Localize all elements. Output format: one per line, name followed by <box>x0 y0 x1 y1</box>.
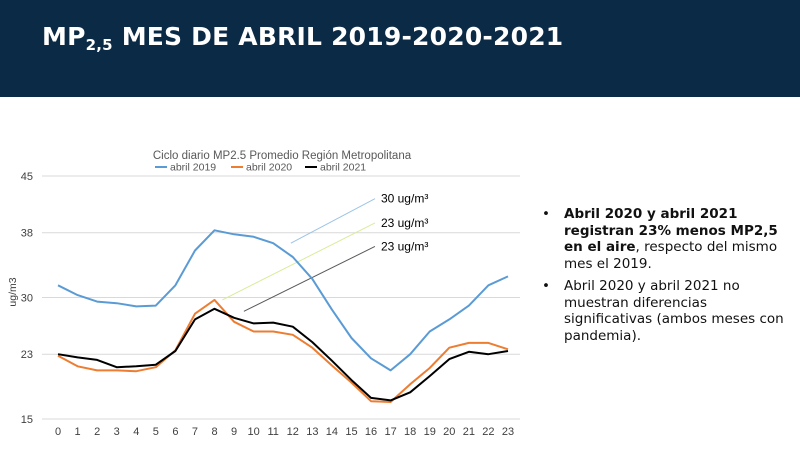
y-tick-label: 15 <box>21 414 33 426</box>
x-tick-label: 19 <box>424 426 436 438</box>
x-tick-label: 13 <box>306 426 318 438</box>
legend-item: abril 2021 <box>305 162 366 174</box>
legend-label: abril 2021 <box>320 162 366 174</box>
y-axis-ticks: 45 38 30 23 15 <box>21 171 33 426</box>
series-line-abril-2019 <box>57 229 509 372</box>
series-line-abril-2020 <box>57 298 509 403</box>
finding-item: • Abril 2020 y abril 2021 no muestran dif… <box>540 278 790 344</box>
annotation-line <box>290 198 376 244</box>
x-tick-label: 7 <box>192 426 198 438</box>
x-tick-label: 22 <box>482 426 494 438</box>
annotation-label: 30 ug/m³ <box>381 192 428 206</box>
finding-item: • Abril 2020 y abril 2021 registran 23% m… <box>540 206 790 272</box>
finding-text: Abril 2020 y abril 2021 no muestran dife… <box>564 278 784 344</box>
series-line-abril-2021 <box>57 307 509 402</box>
x-tick-label: 6 <box>172 426 178 438</box>
y-axis-label: ug/m3 <box>7 277 19 306</box>
gridlines <box>42 175 520 420</box>
x-tick-label: 4 <box>133 426 139 438</box>
bullet-icon: • <box>542 278 550 294</box>
chart-title: Ciclo diario MP2.5 Promedio Región Metro… <box>153 150 412 162</box>
y-tick-label: 23 <box>21 349 33 361</box>
x-tick-label: 8 <box>211 426 217 438</box>
title-prefix: MP <box>42 22 86 51</box>
annotation-line <box>243 246 376 312</box>
x-tick-label: 1 <box>75 426 81 438</box>
x-tick-label: 9 <box>231 426 237 438</box>
title-banner: MP2,5 MES DE ABRIL 2019-2020-2021 <box>0 0 800 97</box>
y-tick-label: 38 <box>21 228 33 240</box>
x-tick-label: 17 <box>384 426 396 438</box>
annotations: 30 ug/m³ 23 ug/m³ 23 ug/m³ <box>222 192 428 312</box>
x-axis-ticks: 0 1 2 3 4 5 6 7 8 9 10 11 12 13 14 15 16 17 18 19 20 21 22 23 <box>55 426 514 438</box>
annotation-label: 23 ug/m³ <box>381 216 428 230</box>
title-subscript: 2,5 <box>85 36 113 54</box>
chart-legend: abril 2019 abril 2020 abril 2021 <box>155 162 366 174</box>
x-tick-label: 2 <box>94 426 100 438</box>
finding-text: , respecto del mismo mes el 2019. <box>564 239 778 272</box>
y-tick-label: 45 <box>21 171 33 183</box>
annotation-line <box>222 222 376 301</box>
bullet-icon: • <box>542 206 550 222</box>
x-tick-label: 18 <box>404 426 416 438</box>
x-tick-label: 14 <box>326 426 338 438</box>
line-chart: Ciclo diario MP2.5 Promedio Región Metro… <box>7 150 520 438</box>
x-tick-label: 23 <box>502 426 514 438</box>
legend-item: abril 2019 <box>155 162 216 174</box>
key-findings-list: • Abril 2020 y abril 2021 registran 23% m… <box>540 206 790 350</box>
annotation-label: 23 ug/m³ <box>381 239 428 253</box>
x-tick-label: 0 <box>55 426 61 438</box>
x-tick-label: 15 <box>345 426 357 438</box>
x-tick-label: 10 <box>248 426 260 438</box>
legend-label: abril 2019 <box>170 162 216 174</box>
x-tick-label: 20 <box>443 426 455 438</box>
y-tick-label: 30 <box>21 293 33 305</box>
title-rest: MES DE ABRIL 2019-2020-2021 <box>112 22 564 51</box>
x-tick-label: 5 <box>153 426 159 438</box>
legend-item: abril 2020 <box>231 162 292 174</box>
finding-bold: Abril 2020 y abril 2021 registran 23% me… <box>564 206 778 255</box>
legend-label: abril 2020 <box>246 162 292 174</box>
slide-title: MP2,5 MES DE ABRIL 2019-2020-2021 <box>42 22 563 54</box>
series-lines <box>57 229 509 403</box>
x-tick-label: 21 <box>463 426 475 438</box>
x-tick-label: 3 <box>114 426 120 438</box>
x-tick-label: 12 <box>287 426 299 438</box>
x-tick-label: 11 <box>268 426 279 438</box>
x-tick-label: 16 <box>365 426 377 438</box>
